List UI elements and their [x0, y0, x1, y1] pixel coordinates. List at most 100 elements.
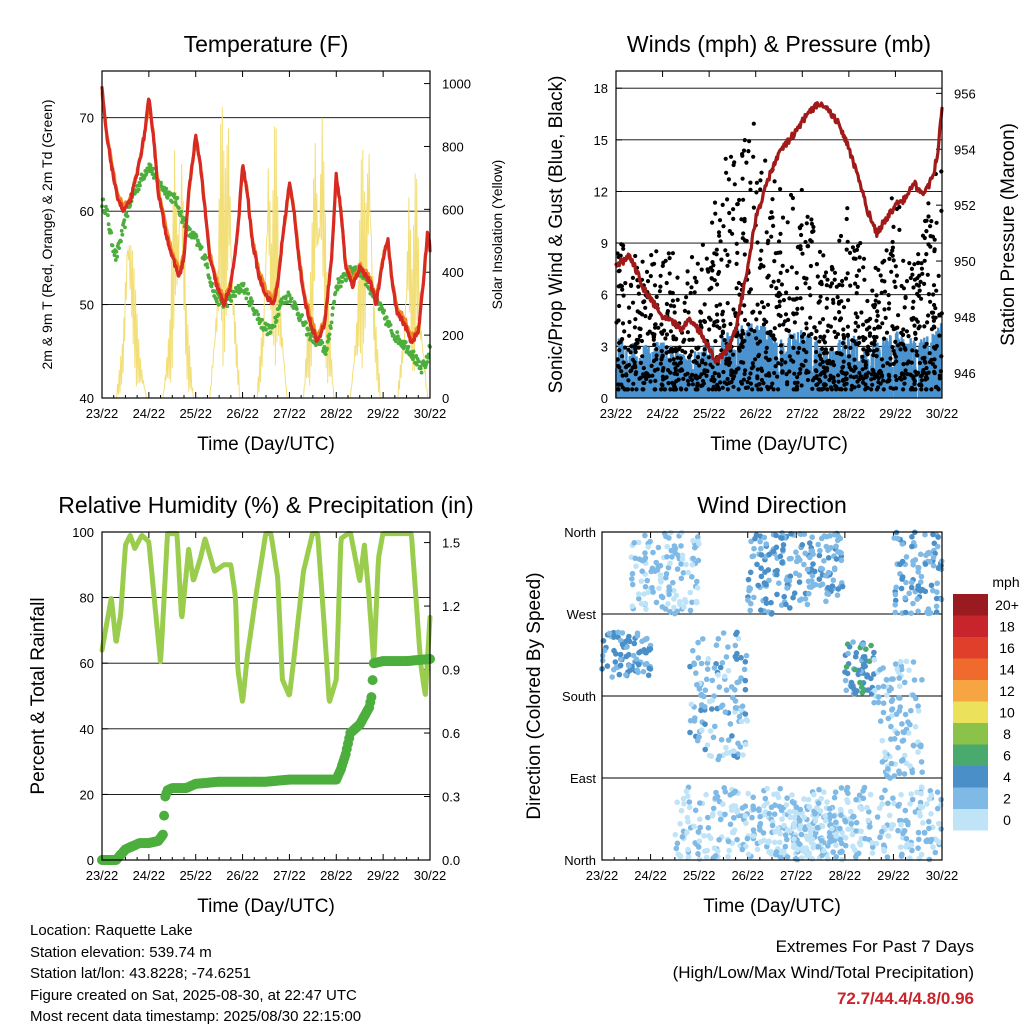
gust-point [799, 232, 804, 238]
sonic-bar [623, 367, 627, 398]
direction-point [780, 542, 787, 548]
gust-point [837, 310, 842, 315]
gust-point [714, 303, 719, 309]
gust-point [673, 346, 678, 351]
gust-point [759, 377, 765, 383]
legend-swatch [953, 766, 988, 788]
gust-point [885, 361, 890, 366]
gust-point [917, 324, 922, 329]
direction-point [696, 816, 703, 822]
direction-point [882, 749, 888, 756]
direction-point [910, 659, 917, 665]
direction-point [626, 663, 632, 669]
gust-point [643, 305, 648, 310]
gust-point [937, 333, 942, 338]
direction-point [771, 839, 778, 846]
direction-point [882, 787, 888, 794]
y-axis-label: Sonic/Prop Wind & Gust (Blue, Black) [546, 76, 567, 394]
gust-point [909, 317, 915, 322]
direction-point [666, 584, 672, 590]
gust-point [764, 373, 769, 378]
gust-point [727, 259, 732, 264]
x-tick-label: 28/22 [320, 406, 353, 421]
direction-point [664, 543, 670, 550]
direction-point [779, 816, 785, 822]
gust-point [801, 347, 807, 352]
direction-point [734, 629, 740, 636]
x-tick-label: 28/22 [829, 868, 862, 883]
solar-series [101, 106, 431, 399]
gust-point [851, 256, 856, 261]
legend-swatch [953, 615, 988, 637]
sonic-bar [665, 366, 668, 398]
direction-point [666, 535, 672, 541]
gust-point [659, 322, 664, 327]
gust-point [927, 351, 932, 356]
dewpoint-point [110, 243, 115, 248]
direction-point [851, 686, 857, 692]
direction-point [916, 809, 923, 816]
direction-point [912, 809, 919, 815]
direction-point [802, 596, 809, 602]
gust-point [805, 377, 811, 383]
direction-point [816, 786, 822, 793]
direction-point [674, 840, 681, 847]
direction-point [835, 586, 842, 592]
direction-point [893, 584, 899, 591]
dewpoint-point [113, 258, 118, 262]
dewpoint-point [241, 281, 246, 286]
gust-point [740, 328, 745, 333]
gust-point [779, 350, 784, 355]
gust-point [918, 382, 923, 387]
gust-point [791, 359, 796, 364]
sonic-bar [628, 356, 631, 398]
gust-point [654, 353, 659, 358]
gust-point [879, 290, 884, 295]
x-tick-label: 24/22 [646, 406, 679, 421]
gust-point [702, 319, 708, 324]
dewpoint-point [388, 323, 393, 327]
gust-point [906, 334, 911, 339]
direction-point [928, 582, 935, 589]
direction-point [871, 656, 878, 663]
gust-point [617, 268, 622, 273]
direction-point [810, 844, 816, 851]
direction-point [817, 582, 823, 589]
gust-point [852, 364, 858, 369]
dewpoint-point [233, 294, 238, 298]
plot-frame [101, 531, 431, 861]
direction-point [838, 812, 844, 818]
y2-tick-label: 800 [442, 139, 464, 154]
direction-point [809, 572, 816, 579]
gust-point [773, 356, 779, 361]
gust-point [620, 337, 625, 342]
gust-point [825, 387, 830, 392]
sonic-bar [800, 359, 803, 398]
gust-point [749, 327, 754, 332]
dewpoint-point [123, 225, 127, 230]
gust-point [924, 387, 929, 392]
gust-point [877, 325, 883, 330]
gust-point [704, 256, 709, 261]
sonic-bar [733, 369, 736, 398]
direction-point [918, 784, 925, 790]
gust-point [638, 326, 643, 332]
sonic-bar [849, 363, 852, 398]
gust-point [620, 321, 626, 326]
gust-point [715, 312, 720, 317]
y-tick-label: 20 [80, 787, 94, 802]
gust-point [912, 262, 917, 267]
y-tick-label: 100 [72, 525, 94, 540]
direction-point [758, 573, 765, 580]
direction-point [914, 596, 921, 602]
direction-point [723, 744, 729, 751]
gust-point [919, 296, 924, 301]
direction-point [880, 709, 887, 716]
direction-point [791, 808, 797, 815]
gust-point [750, 361, 755, 366]
direction-point [663, 571, 670, 577]
gust-point [876, 267, 881, 272]
direction-point [855, 850, 862, 857]
x-axis-label: Time (Day/UTC) [703, 896, 841, 917]
x-tick-label: 26/22 [731, 868, 764, 883]
